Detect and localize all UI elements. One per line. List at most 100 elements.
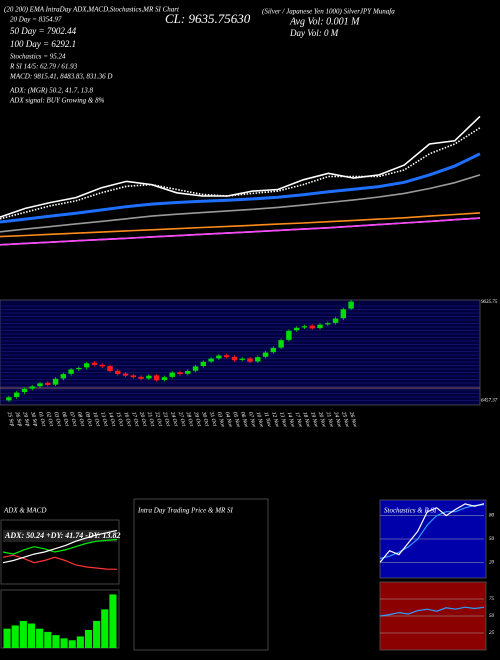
candle-body <box>340 309 347 319</box>
bar <box>52 635 60 648</box>
candle-body <box>216 355 222 359</box>
y-tick-label: 80 <box>489 514 495 519</box>
candle-body <box>223 355 230 358</box>
x-tick-label: 29 Sep <box>21 411 31 427</box>
x-tick-label: 13 Nov <box>278 411 288 428</box>
bar <box>44 631 52 648</box>
candle-body <box>177 372 183 375</box>
macd-label: MACD: 9815.41, 8483.83, 831.36 D <box>9 73 112 81</box>
x-tick-label: 25 Sep <box>6 411 16 427</box>
series-line <box>0 152 481 224</box>
x-tick-label: 24 Nov <box>332 411 343 429</box>
candle-body <box>200 361 207 367</box>
adx-signal: ADX signal: BUY Growing & 8% <box>9 97 105 105</box>
bar <box>19 620 27 648</box>
x-tick-label: 20 Nov <box>317 411 327 428</box>
series-line <box>2 538 118 555</box>
candle-body <box>99 364 105 367</box>
candle-body <box>255 357 261 362</box>
avg-vol: Avg Vol: 0.001 M <box>289 16 360 27</box>
candle-body <box>208 358 214 362</box>
bar <box>60 638 68 648</box>
candle-body <box>45 382 51 385</box>
x-tick-label: 05 Nov <box>231 411 241 428</box>
x-tick-label: 11 Nov <box>262 411 272 428</box>
series-line <box>0 217 481 246</box>
candle-body <box>247 358 253 362</box>
x-tick-label: 24 Oct <box>169 411 180 428</box>
x-tick-label: 16 Oct <box>122 411 132 427</box>
bar <box>84 629 93 648</box>
candle-body <box>115 370 121 375</box>
ema50-label: 50 Day = 7902.44 <box>10 26 77 36</box>
annotation: ADX: 50.24 +DY: 41.74 -DY: 13.82 <box>4 531 121 540</box>
candle-body <box>76 367 82 370</box>
candle-body <box>37 383 43 387</box>
candle-body <box>231 356 238 361</box>
series-line <box>0 115 481 218</box>
candle-body <box>270 347 277 353</box>
candle-body <box>138 376 144 379</box>
candle-body <box>293 327 300 331</box>
candle-body <box>91 362 98 365</box>
panel-title: ADX & MACD <box>3 507 46 515</box>
panel-background <box>133 498 269 651</box>
candle-body <box>161 377 168 380</box>
ema100-label: 100 Day = 6292.1 <box>10 39 76 49</box>
x-tick-label: 22 Oct <box>154 411 164 427</box>
y-tick-label: 25 <box>489 631 495 636</box>
x-tick-label: 13 Oct <box>99 411 109 427</box>
x-tick-label: 17 Nov <box>294 411 304 428</box>
x-tick-label: 27 Oct <box>177 411 187 427</box>
x-tick-label: 06 Nov <box>239 411 249 428</box>
bar <box>3 628 11 648</box>
close-label: CL: 9635.75630 <box>165 11 251 26</box>
series-line <box>0 212 481 238</box>
bar <box>101 609 109 648</box>
x-tick-label: 06 Oct <box>60 411 70 427</box>
bar <box>109 594 117 648</box>
series-line <box>2 529 118 564</box>
day-vol: Day Vol: 0 M <box>289 28 339 38</box>
x-tick-label: 01 Oct <box>37 411 47 427</box>
series-line <box>379 606 485 617</box>
x-tick-label: 17 Oct <box>130 411 140 427</box>
panel-title: Stochastics & R SI <box>384 507 437 515</box>
rsi-label: R SI 14/5: 62.79 / 61.93 <box>9 63 78 71</box>
x-tick-label: 20 Oct <box>138 411 148 427</box>
x-tick-label: 07 Nov <box>247 411 257 428</box>
candle-body <box>301 326 308 328</box>
x-tick-label: 23 Oct <box>161 411 171 427</box>
candle-body <box>169 372 175 377</box>
candle-body <box>6 397 12 401</box>
candle-body <box>29 386 35 389</box>
candle-body <box>348 301 354 309</box>
series-line <box>379 504 485 560</box>
y-tick-label: 20 <box>489 561 495 566</box>
bar <box>76 636 84 648</box>
x-tick-label: 14 Nov <box>286 411 297 429</box>
bar <box>27 623 36 648</box>
candle-body <box>68 369 74 374</box>
annotation-background <box>3 530 117 542</box>
series-line <box>0 174 481 233</box>
instrument: (Silver / Japanese Yen 1000) SilverJPY M… <box>262 8 395 16</box>
candle-body <box>192 366 199 371</box>
ema20-label: 20 Day = 8354.97 <box>10 16 62 24</box>
x-tick-label: 21 Nov <box>325 411 335 428</box>
x-tick-label: 28 Oct <box>185 411 195 427</box>
candle-body <box>317 324 323 329</box>
x-tick-label: 26 Nov <box>348 411 358 428</box>
stochastics-label: Stochastics = 95.24 <box>10 53 66 61</box>
y-tick-label: 50 <box>489 537 495 542</box>
x-tick-label: 08 Oct <box>76 411 86 427</box>
x-tick-label: 02 Oct <box>45 411 55 427</box>
candle-body <box>83 363 90 368</box>
bar <box>36 628 44 648</box>
candle-body <box>107 366 113 372</box>
y-tick-label: 50 <box>489 614 495 619</box>
candle-body <box>325 323 331 325</box>
panel-title: Intra Day Trading Price & MR SI <box>137 507 234 515</box>
x-tick-label: 12 Nov <box>270 411 280 428</box>
candle-body <box>278 340 284 348</box>
